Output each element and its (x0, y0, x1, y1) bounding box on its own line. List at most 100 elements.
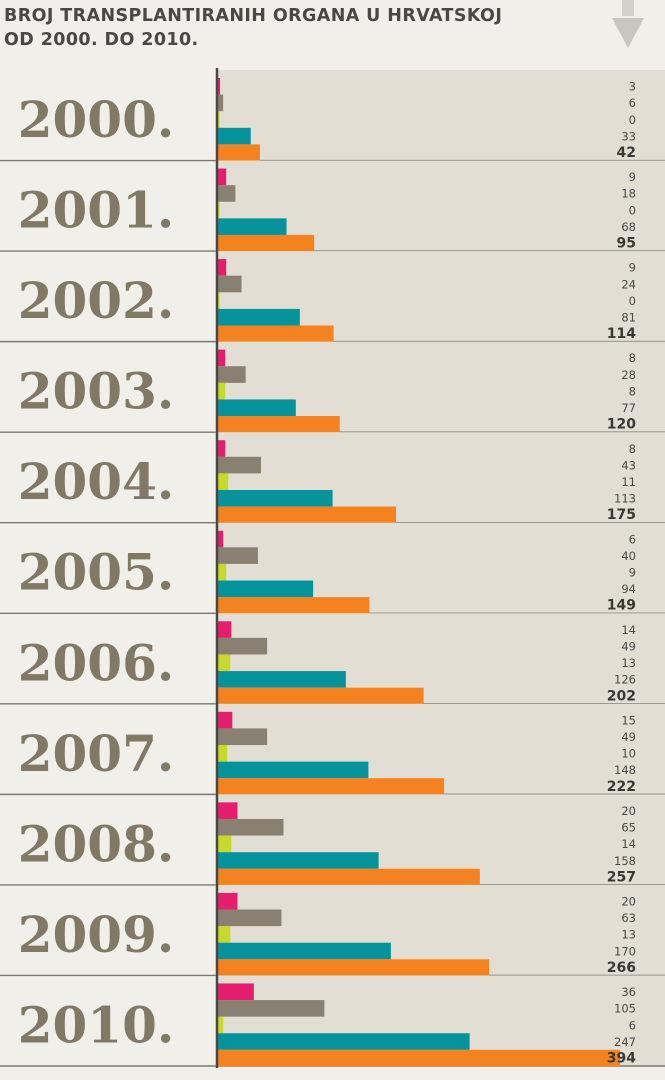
chart-title: BROJ TRANSPLANTIRANIH ORGANA U HRVATSKOJ… (4, 4, 502, 52)
value-label: 20 (621, 895, 636, 909)
bar (217, 1033, 470, 1050)
value-label: 9 (629, 566, 636, 580)
value-label: 43 (621, 458, 636, 472)
bar (217, 802, 238, 819)
row-panel (217, 70, 665, 161)
year-label: 2000. (18, 90, 175, 149)
value-label: 14 (621, 837, 636, 851)
bar (217, 778, 445, 795)
bar (217, 1049, 620, 1067)
value-label: 158 (614, 854, 636, 868)
bar (217, 547, 258, 564)
year-label: 2007. (18, 724, 175, 783)
bar (217, 489, 333, 507)
value-label: 113 (614, 492, 636, 506)
total-value-label: 95 (617, 236, 636, 252)
year-label: 2006. (18, 633, 175, 692)
bar (217, 1000, 325, 1017)
bar (217, 325, 334, 343)
year-label: 2004. (18, 452, 175, 511)
arrow-down-icon (612, 0, 644, 48)
bar (217, 78, 221, 95)
bar (217, 127, 251, 145)
bar (217, 259, 227, 276)
value-label: 148 (614, 763, 636, 777)
value-label: 10 (621, 747, 636, 761)
value-label: 11 (621, 475, 636, 489)
value-label: 63 (621, 911, 636, 925)
bar (217, 835, 232, 853)
year-label: 2009. (18, 905, 175, 964)
value-label: 33 (621, 129, 636, 143)
bar (217, 892, 238, 910)
value-label: 24 (621, 277, 636, 291)
value-label: 3 (629, 80, 636, 94)
bar (217, 654, 231, 672)
bar (217, 144, 260, 161)
bar (217, 382, 226, 400)
value-label: 8 (629, 351, 636, 365)
bar (217, 349, 226, 367)
bar (217, 168, 227, 186)
year-label: 2003. (18, 362, 175, 421)
value-label: 15 (621, 713, 636, 727)
bar (217, 563, 227, 581)
value-label: 14 (621, 623, 636, 637)
bar (217, 597, 370, 614)
value-label: 105 (614, 1002, 636, 1016)
total-value-label: 257 (607, 869, 636, 885)
total-value-label: 42 (617, 145, 636, 161)
bar (217, 1016, 224, 1034)
value-label: 9 (629, 170, 636, 184)
bar (217, 580, 314, 598)
value-label: 40 (621, 549, 636, 563)
bar (217, 218, 287, 235)
value-label: 0 (629, 203, 636, 217)
bar (217, 416, 340, 433)
value-label: 126 (614, 673, 636, 687)
bar (217, 959, 490, 976)
bar (217, 473, 229, 490)
bar (217, 308, 300, 326)
value-label: 49 (621, 639, 636, 653)
total-value-label: 114 (607, 326, 636, 342)
bar (217, 94, 224, 112)
total-value-label: 120 (607, 417, 636, 433)
value-label: 81 (621, 310, 636, 324)
bar (217, 621, 232, 638)
bar (217, 745, 228, 762)
value-label: 94 (621, 582, 636, 596)
total-value-label: 149 (607, 598, 636, 614)
bar (217, 711, 233, 729)
value-label: 247 (614, 1035, 636, 1049)
year-label: 2001. (18, 181, 175, 240)
bar (217, 671, 346, 688)
bar (217, 687, 424, 705)
bar (217, 983, 254, 1001)
year-label: 2010. (18, 995, 175, 1054)
total-value-label: 222 (607, 779, 636, 795)
bar (217, 275, 242, 293)
total-value-label: 266 (607, 960, 636, 976)
year-label: 2002. (18, 271, 175, 330)
total-value-label: 175 (607, 507, 636, 523)
bar (217, 852, 379, 869)
bar (217, 456, 261, 474)
value-label: 77 (621, 401, 636, 415)
chart-title-line-2: OD 2000. DO 2010. (4, 30, 199, 50)
total-value-label: 202 (607, 688, 636, 704)
value-label: 8 (629, 442, 636, 456)
bar (217, 942, 391, 960)
value-label: 20 (621, 804, 636, 818)
year-label: 2005. (18, 543, 175, 602)
bar (217, 761, 369, 779)
total-value-label: 394 (607, 1050, 636, 1066)
value-label: 28 (621, 368, 636, 382)
bar (217, 909, 282, 927)
value-label: 0 (629, 113, 636, 127)
value-label: 36 (621, 985, 636, 999)
bar (217, 506, 396, 524)
value-label: 18 (621, 187, 636, 201)
chart-title-line-1: BROJ TRANSPLANTIRANIH ORGANA U HRVATSKOJ (4, 6, 503, 26)
bar (217, 637, 268, 655)
